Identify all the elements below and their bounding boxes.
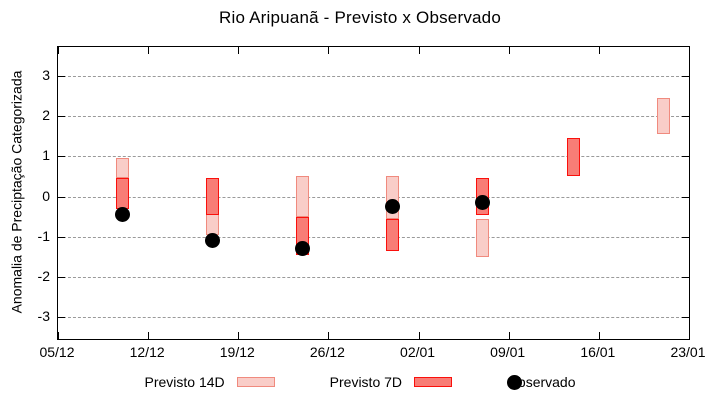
legend-label: Observado (507, 374, 576, 390)
chart-title: Rio Aripuanã - Previsto x Observado (219, 8, 501, 27)
y-tick-mark (58, 196, 65, 198)
x-tick-mark (508, 47, 510, 54)
y-tick-mark (58, 277, 65, 279)
x-tick-label: 23/01 (670, 344, 706, 360)
x-tick-mark (238, 47, 240, 54)
y-tick-label: 0 (42, 187, 50, 204)
x-tick-label: 19/12 (219, 344, 255, 360)
observed-dot (295, 241, 311, 257)
observed-dot (385, 199, 401, 215)
x-tick-mark (689, 47, 690, 54)
legend-label: Previsto 7D (329, 374, 403, 390)
forecast-14d-box (656, 97, 670, 135)
y-tick-mark (58, 236, 65, 238)
gridline (58, 236, 689, 238)
legend-item-previsto-7d: Previsto 7D (329, 374, 453, 390)
x-tick-mark (58, 47, 59, 54)
y-tick-mark (58, 317, 65, 319)
forecast-7d-box (566, 138, 580, 177)
x-tick-label: 26/12 (309, 344, 345, 360)
x-tick-mark (328, 47, 330, 54)
x-tick-mark (418, 332, 420, 339)
gridline (58, 75, 689, 77)
x-tick-mark (148, 332, 150, 339)
gridline (58, 317, 689, 319)
forecast-14d-box (115, 158, 129, 179)
forecast-7d-box (115, 178, 129, 209)
y-tick-label: 3 (42, 66, 50, 83)
gridline (58, 277, 689, 279)
x-tick-label: 05/12 (39, 344, 75, 360)
y-tick-label: -1 (37, 227, 50, 244)
gridline (58, 156, 689, 158)
forecast-7d-box (206, 178, 220, 215)
x-tick-label: 12/12 (129, 344, 165, 360)
x-tick-mark (148, 47, 150, 54)
y-tick-label: -3 (37, 308, 50, 325)
legend-7d-swatch (414, 377, 453, 387)
y-tick-mark (682, 277, 689, 279)
legend-item-previsto-14d: Previsto 14D (145, 374, 275, 390)
x-tick-mark (418, 47, 420, 54)
x-tick-mark (58, 332, 59, 339)
x-tick-mark (508, 332, 510, 339)
x-tick-mark (328, 332, 330, 339)
x-tick-label: 16/01 (580, 344, 616, 360)
y-tick-mark (682, 115, 689, 117)
observed-dot (114, 207, 130, 223)
forecast-7d-box (386, 218, 400, 251)
gridline (58, 196, 689, 198)
y-tick-mark (682, 196, 689, 198)
x-tick-mark (598, 332, 600, 339)
y-tick-mark (682, 75, 689, 77)
legend: Previsto 14D Previsto 7D Observado (0, 370, 720, 394)
y-tick-mark (58, 115, 65, 117)
forecast-14d-box (296, 176, 310, 217)
y-tick-mark (682, 236, 689, 238)
x-tick-label: 02/01 (400, 344, 436, 360)
y-tick-label: 2 (42, 106, 50, 123)
y-tick-label: -2 (37, 268, 50, 285)
legend-label: Previsto 14D (144, 374, 225, 390)
x-tick-mark (598, 47, 600, 54)
plot-area (57, 46, 690, 340)
y-tick-mark (58, 156, 65, 158)
forecast-14d-box (476, 218, 490, 257)
x-tick-mark (689, 332, 690, 339)
gridline (58, 115, 689, 117)
observed-dot (475, 195, 491, 211)
x-tick-mark (238, 332, 240, 339)
legend-14d-swatch (236, 377, 275, 387)
legend-item-observado: Observado (507, 374, 576, 390)
y-tick-mark (682, 317, 689, 319)
y-tick-mark (682, 156, 689, 158)
y-tick-label: 1 (42, 147, 50, 164)
observed-dot (205, 233, 221, 249)
x-tick-label: 09/01 (490, 344, 526, 360)
legend-observed-dot-swatch (507, 374, 523, 390)
y-tick-mark (58, 75, 65, 77)
